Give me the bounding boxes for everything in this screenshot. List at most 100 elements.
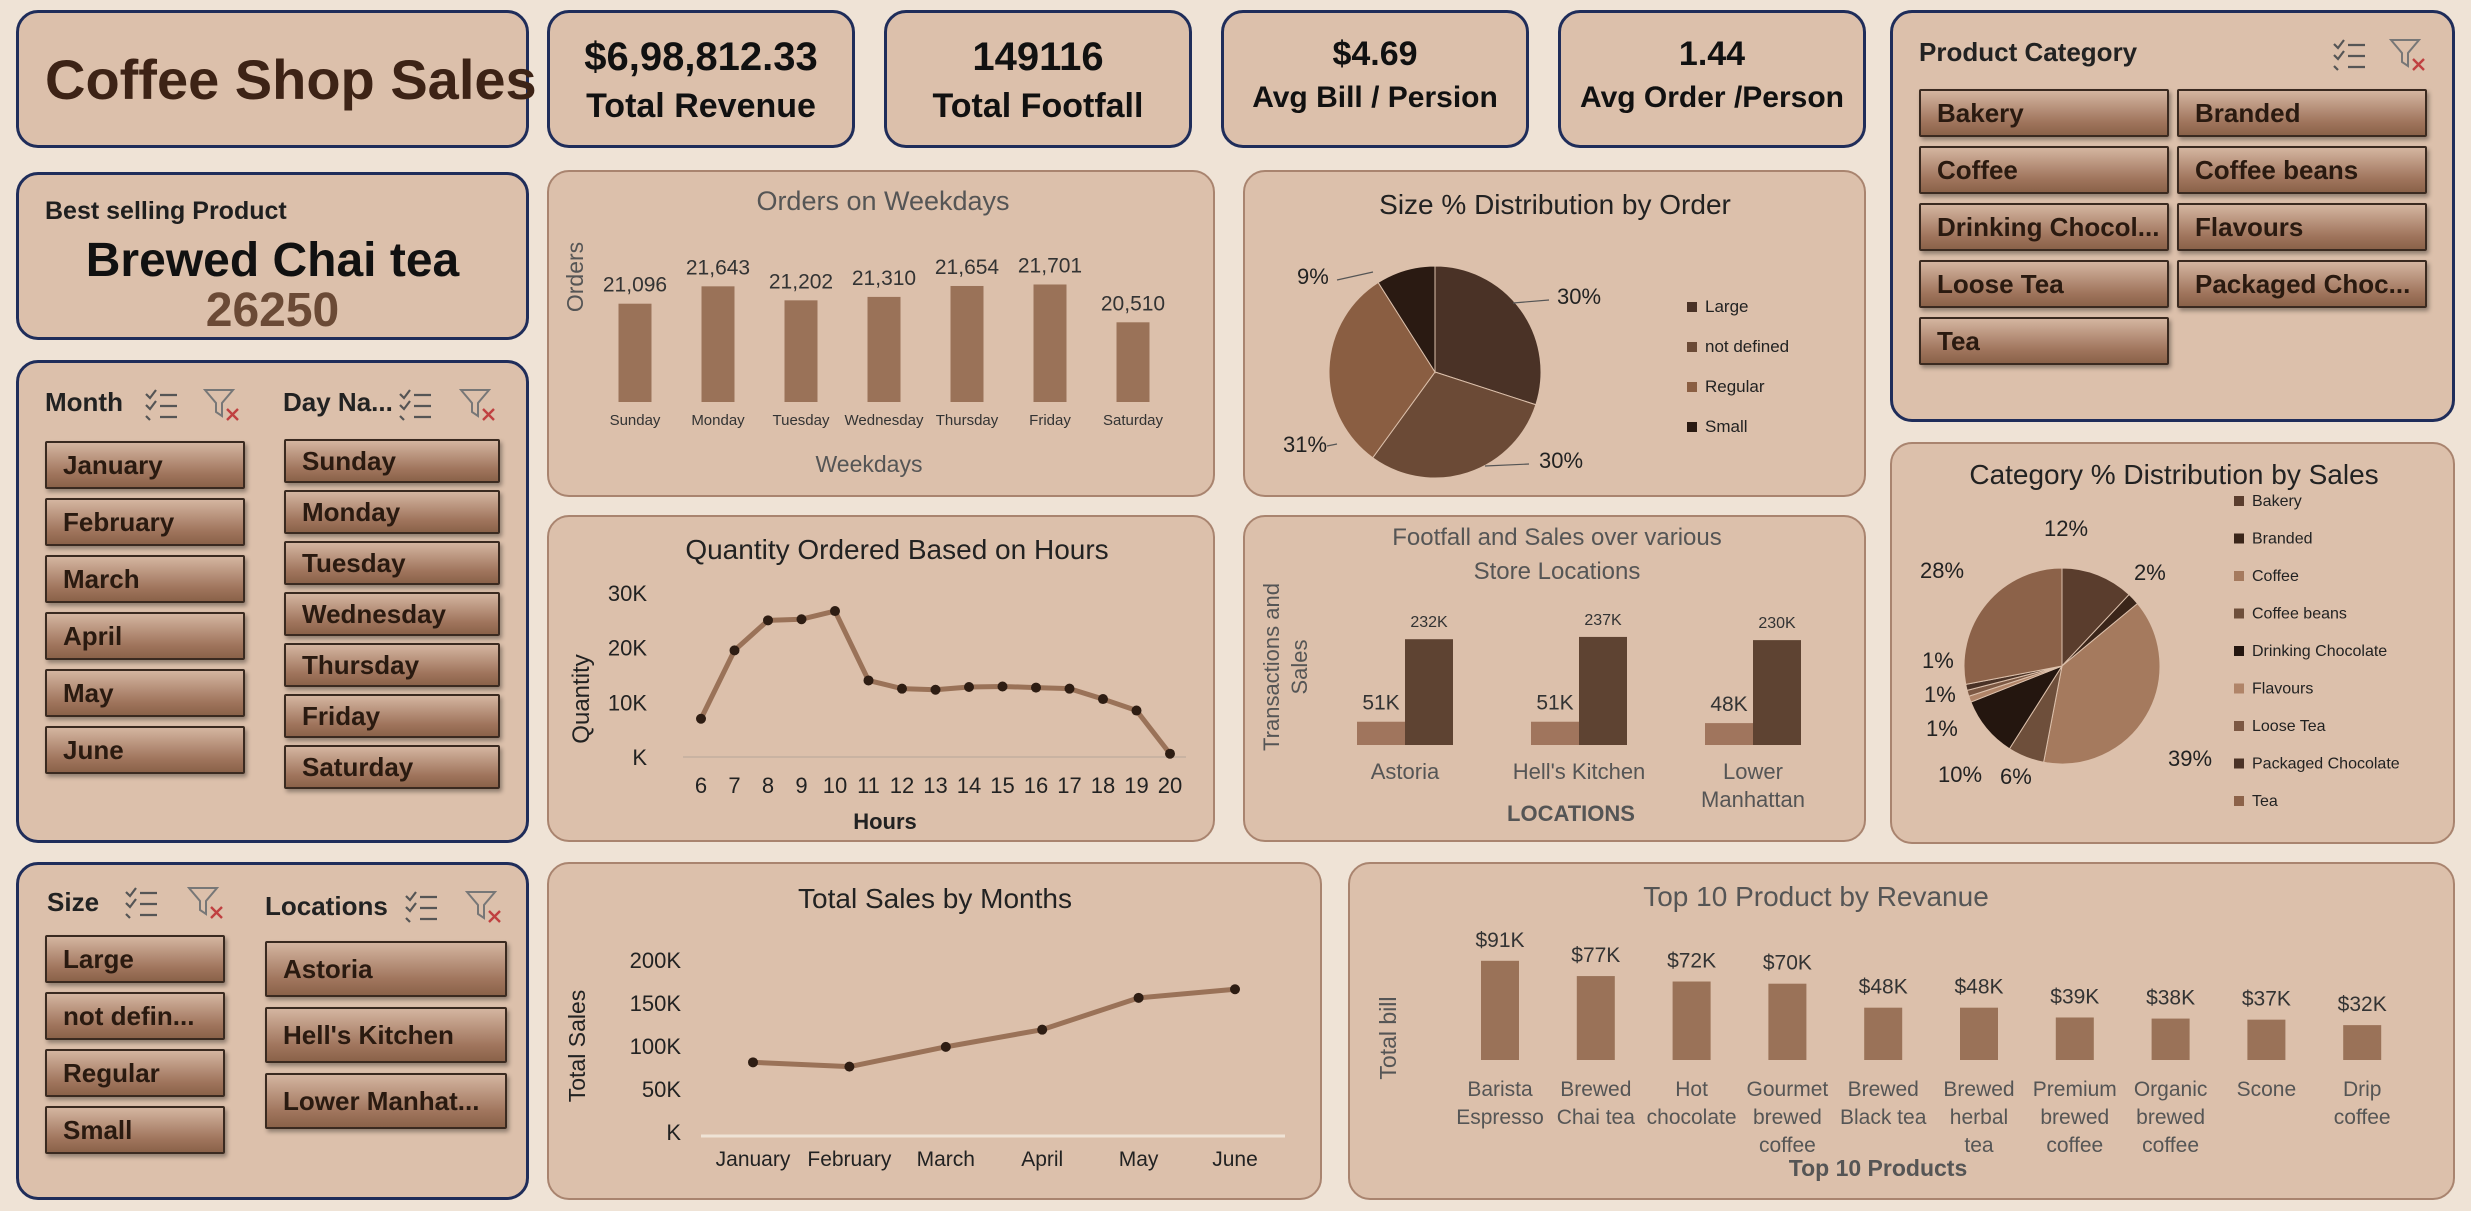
kpi-value: $4.69 [1332, 35, 1418, 73]
slicer-day-monday[interactable]: Monday [284, 490, 500, 534]
slicer-category-coffee[interactable]: Coffee [1919, 146, 2169, 194]
data-point [1037, 1024, 1048, 1035]
bar-brewed-black-tea [1864, 1007, 1903, 1060]
slice-label: 6% [2000, 764, 2032, 789]
slicer-locations-astoria[interactable]: Astoria [265, 941, 507, 997]
y-tick-label: 50K [642, 1077, 681, 1102]
slicer-locations-lower-manhat[interactable]: Lower Manhat... [265, 1073, 507, 1129]
bar-tuesday [784, 300, 818, 402]
chart-title: Size % Distribution by Order [1379, 189, 1731, 220]
multi-select-icon[interactable] [397, 387, 433, 421]
data-label: $72K [1667, 950, 1716, 973]
chart-quantity-hours: Quantity Ordered Based on Hours Quantity H… [547, 515, 1215, 842]
legend-swatch [2234, 571, 2244, 581]
bar-barista-espresso [1481, 960, 1519, 1060]
clear-filter-icon[interactable] [459, 387, 497, 423]
data-point [844, 1061, 855, 1072]
slicer-month-june[interactable]: June [45, 726, 245, 774]
bar-lower-manhattan [1705, 723, 1753, 745]
legend-item: Drinking Chocolate [2252, 643, 2387, 660]
multi-select-icon[interactable] [123, 885, 159, 919]
multi-select-icon[interactable] [143, 387, 179, 421]
slicer-month-may[interactable]: May [45, 669, 245, 717]
leader-line [1512, 299, 1550, 304]
leader-line [1484, 463, 1530, 467]
slicer-category-tea[interactable]: Tea [1919, 317, 2169, 365]
slicer-day-friday[interactable]: Friday [284, 694, 500, 738]
slicer-month-march[interactable]: March [45, 555, 245, 603]
slice-tea [1963, 567, 2063, 685]
slicer-day-thursday[interactable]: Thursday [284, 643, 500, 687]
data-label: 51K [1362, 692, 1399, 715]
chart-title: Total Sales by Months [798, 883, 1072, 914]
data-label: $77K [1571, 944, 1620, 967]
multi-select-icon[interactable] [403, 889, 439, 923]
slicer-category-flavours[interactable]: Flavours [2177, 203, 2427, 251]
slicer-category-bakery[interactable]: Bakery [1919, 89, 2169, 137]
x-tick-label: 14 [957, 773, 981, 798]
hours-chart-svg: Quantity Ordered Based on Hours Quantity H… [568, 534, 1186, 834]
slice-bakery [2061, 567, 2130, 668]
data-point [964, 682, 974, 693]
clear-filter-icon[interactable] [465, 889, 503, 925]
data-point [729, 645, 740, 656]
slicer-month-april[interactable]: April [45, 612, 245, 660]
data-label: 21,701 [1018, 254, 1082, 277]
slicer-category-drinking-chocol[interactable]: Drinking Chocol... [1919, 203, 2169, 251]
legend-swatch [2234, 533, 2244, 544]
data-label: 232K [1410, 614, 1448, 631]
slicer-size-regular[interactable]: Regular [45, 1049, 225, 1097]
slicer-title-size: Size [47, 887, 100, 917]
slicer-month-february[interactable]: February [45, 498, 245, 546]
x-tick-label: Hell's Kitchen [1513, 759, 1646, 784]
slicer-category-loose-tea[interactable]: Loose Tea [1919, 260, 2169, 308]
slicer-size-not-defin[interactable]: not defin... [45, 992, 225, 1040]
clear-filter-icon[interactable] [187, 885, 225, 921]
data-label: 21,654 [935, 256, 1000, 279]
slicer-category-packaged-choc[interactable]: Packaged Choc... [2177, 260, 2427, 308]
slice-not-defined [1371, 371, 1537, 479]
slicer-size-small[interactable]: Small [45, 1106, 225, 1154]
slicer-locations-hell-s-kitchen[interactable]: Hell's Kitchen [265, 1007, 507, 1063]
slicer-category-coffee-beans[interactable]: Coffee beans [2177, 146, 2427, 194]
slice-label: 10% [1938, 762, 1982, 787]
y-tick-label: 100K [630, 1034, 682, 1059]
slice-label: 1% [1924, 682, 1956, 707]
data-label: $39K [2050, 985, 2099, 1008]
data-point [1165, 748, 1175, 759]
bar-organic-brewed-coffee [2151, 1018, 2190, 1060]
slice-label: 31% [1283, 432, 1327, 457]
legend-item: Loose Tea [2252, 718, 2326, 735]
kpi-avg-bill: $4.69 Avg Bill / Persion [1221, 10, 1529, 148]
data-label: $91K [1475, 929, 1524, 952]
legend-swatch [1687, 342, 1697, 352]
clear-filter-icon[interactable] [2389, 37, 2427, 73]
slicer-day-saturday[interactable]: Saturday [284, 745, 500, 789]
slicer-day-tuesday[interactable]: Tuesday [284, 541, 500, 585]
legend-item: Packaged Chocolate [2252, 756, 2400, 773]
data-label: $38K [2146, 987, 2195, 1010]
slicer-month-january[interactable]: January [45, 441, 245, 489]
slicer-size-large[interactable]: Large [45, 935, 225, 983]
data-point [897, 683, 907, 694]
x-tick-label: 18 [1091, 773, 1115, 798]
x-tick-label: Brewed Chai tea [1557, 1078, 1636, 1129]
x-tick-label: 16 [1024, 773, 1048, 798]
clear-filter-icon[interactable] [203, 387, 241, 423]
slice-label: 39% [2168, 746, 2212, 771]
kpi-value: $6,98,812.33 [584, 35, 818, 79]
y-tick-label: 10K [608, 690, 647, 715]
chart-title: Quantity Ordered Based on Hours [685, 534, 1108, 565]
data-point [1133, 992, 1144, 1003]
kpi-value: 149116 [972, 35, 1104, 79]
slice-small [1377, 265, 1436, 374]
multi-select-icon[interactable] [2331, 37, 2367, 71]
x-tick-label: March [917, 1148, 975, 1171]
slicer-day-wednesday[interactable]: Wednesday [284, 592, 500, 636]
slicer-category-branded[interactable]: Branded [2177, 89, 2427, 137]
slicer-day-sunday[interactable]: Sunday [284, 439, 500, 483]
data-point [830, 606, 840, 617]
bar-saturday [1116, 322, 1150, 402]
bar-friday [1033, 284, 1067, 402]
data-label: $32K [2338, 993, 2387, 1016]
